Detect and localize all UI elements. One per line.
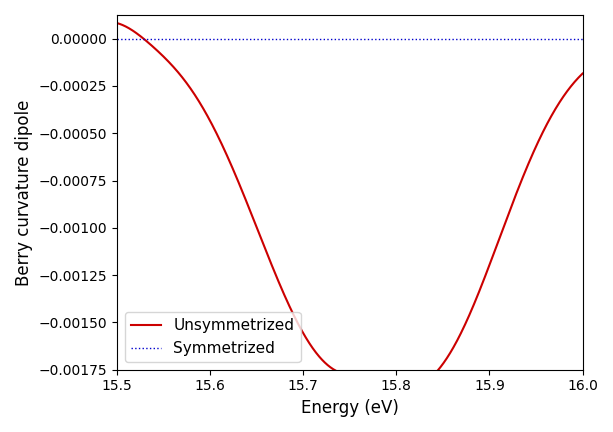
Legend: Unsymmetrized, Symmetrized: Unsymmetrized, Symmetrized bbox=[124, 312, 300, 362]
Unsymmetrized bbox=[113, 20, 121, 25]
Symmetrized bbox=[318, 36, 326, 41]
Unsymmetrized bbox=[395, 388, 402, 394]
Unsymmetrized bbox=[579, 71, 586, 76]
Symmetrized bbox=[113, 36, 121, 41]
Symmetrized bbox=[161, 36, 168, 41]
Symmetrized bbox=[302, 36, 309, 41]
Symmetrized bbox=[579, 36, 586, 41]
Unsymmetrized bbox=[318, 357, 326, 362]
Unsymmetrized bbox=[302, 334, 309, 339]
X-axis label: Energy (eV): Energy (eV) bbox=[301, 399, 398, 417]
Unsymmetrized bbox=[477, 286, 484, 291]
Unsymmetrized bbox=[485, 264, 493, 269]
Y-axis label: Berry curvature dipole: Berry curvature dipole bbox=[15, 99, 33, 286]
Unsymmetrized bbox=[433, 368, 441, 374]
Unsymmetrized bbox=[161, 55, 168, 60]
Line: Unsymmetrized: Unsymmetrized bbox=[117, 23, 582, 391]
Symmetrized bbox=[433, 36, 440, 41]
Symmetrized bbox=[476, 36, 484, 41]
Symmetrized bbox=[485, 36, 492, 41]
